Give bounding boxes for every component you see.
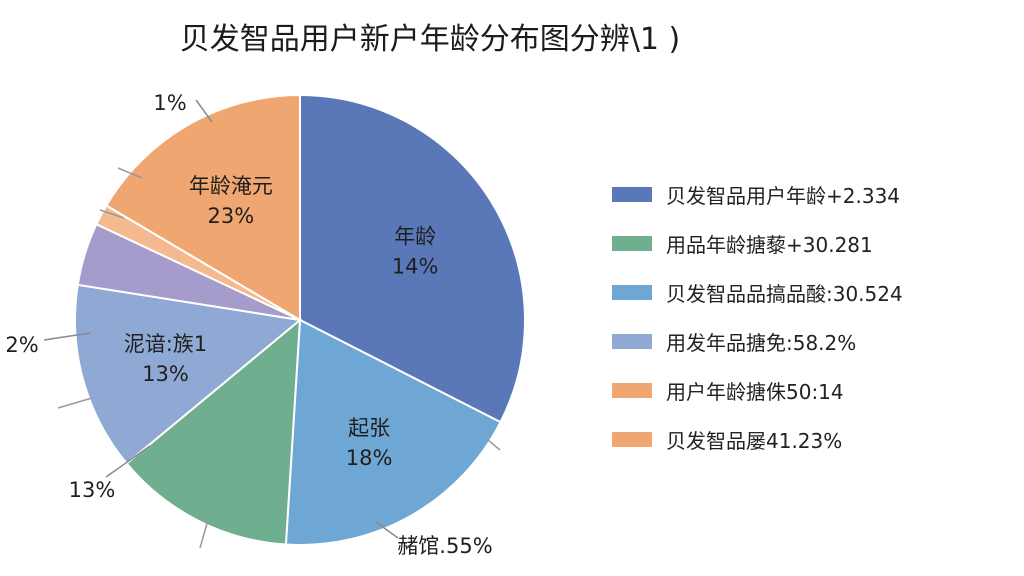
slice-percent: 13% [142, 362, 189, 386]
legend-item: 贝发智品屡41.23% [612, 415, 903, 464]
outer-label: 赭馆.55% [397, 534, 492, 558]
leader-line [487, 439, 501, 451]
pie-slice [104, 93, 301, 322]
legend-swatch [612, 285, 652, 300]
legend-label: 贝发智品品搞品酸:30.524 [666, 282, 903, 306]
legend-label: 贝发智品用户年龄+2.334 [666, 184, 901, 208]
legend-label: 贝发智品屡41.23% [666, 429, 843, 453]
slice-label: 泥谙:族1 [124, 332, 207, 356]
leader-line [375, 521, 399, 539]
legend-item: 贝发智品用户年龄+2.334 [612, 170, 903, 219]
legend-swatch [612, 432, 652, 447]
leader-line [117, 167, 143, 179]
outer-label: 2% [5, 333, 38, 357]
slice-label: 年龄 [394, 224, 436, 248]
legend-item: 用品年龄搪藜+30.281 [612, 219, 903, 268]
slice-percent: 23% [208, 204, 255, 228]
slice-percent: 14% [392, 254, 439, 278]
legend-swatch [612, 334, 652, 349]
pie-slice [74, 283, 303, 465]
slice-label: 年龄淹元 [189, 174, 273, 198]
chart-title: 贝发智品用户新户年龄分布图分辨\1 ) [179, 22, 681, 57]
pie-slice [284, 318, 502, 546]
legend-label: 用户年龄搪侏50:14 [666, 380, 844, 404]
legend-swatch [612, 236, 652, 251]
legend-item: 用发年品搪免:58.2% [612, 317, 903, 366]
leader-line [195, 99, 213, 123]
slice-percent: 18% [346, 446, 393, 470]
outer-label: 13% [69, 478, 116, 502]
slice-label: 起张 [348, 416, 390, 440]
legend-item: 贝发智品品搞品酸:30.524 [612, 268, 903, 317]
leader-line [105, 445, 151, 478]
legend-label: 用品年龄搪藜+30.281 [666, 233, 873, 257]
leader-line [57, 397, 93, 409]
legend-swatch [612, 383, 652, 398]
leader-line [43, 332, 91, 341]
outer-label: 1% [153, 91, 186, 115]
pie-slice [125, 317, 302, 546]
leader-line [199, 519, 209, 549]
pie-slice [299, 93, 526, 424]
leader-line [99, 209, 125, 219]
legend-item: 用户年龄搪侏50:14 [612, 366, 903, 415]
legend-swatch [612, 187, 652, 202]
legend: 贝发智品用户年龄+2.334 用品年龄搪藜+30.281 贝发智品品搞品酸:30… [612, 170, 903, 464]
legend-label: 用发年品搪免:58.2% [666, 331, 857, 355]
